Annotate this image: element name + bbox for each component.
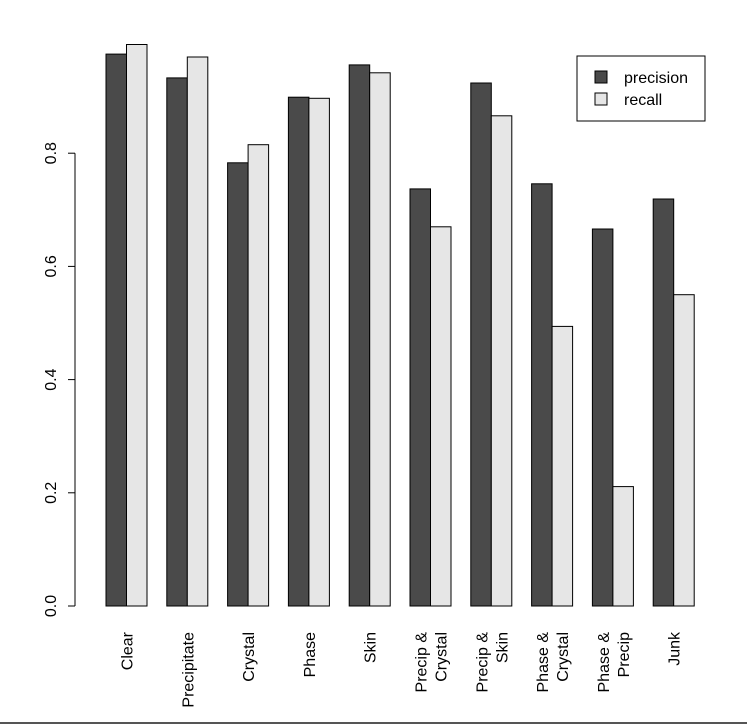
bar-recall	[126, 44, 148, 607]
bar-precision	[287, 96, 310, 607]
bar-recall	[551, 325, 574, 607]
y-tick-label: 0.0	[43, 595, 60, 617]
bar-recall	[308, 97, 330, 607]
x-tick-label: Phase	[302, 632, 319, 677]
legend-label-precision: precision	[624, 70, 688, 87]
bar-recall	[369, 72, 391, 607]
x-tick-label: Crystal	[434, 632, 451, 682]
bar-precision	[470, 82, 492, 607]
y-tick-label: 0.6	[43, 255, 60, 277]
bar-recall	[612, 486, 634, 607]
bars	[105, 44, 695, 607]
bar-recall	[430, 226, 452, 607]
bar-precision	[166, 77, 188, 607]
bar-precision	[409, 188, 431, 607]
x-tick-label: Crystal	[241, 632, 258, 682]
y-tick-label: 0.4	[43, 368, 60, 390]
x-tick-label: Phase &	[596, 632, 613, 693]
x-axis-labels: Clear Precipitate Crystal Phase Skin Precip &…	[120, 631, 684, 708]
x-tick-label: Precip &	[414, 632, 431, 693]
y-axis: 0.0 0.2 0.4 0.6 0.8	[43, 142, 76, 617]
x-tick-label: Precipitate	[180, 632, 197, 708]
bar-precision	[348, 64, 371, 607]
legend-box	[576, 55, 706, 122]
x-tick-label: Skin	[494, 632, 511, 663]
x-tick-label: Junk	[667, 631, 684, 666]
legend-swatch-precision	[594, 70, 608, 84]
bar-recall	[186, 56, 209, 607]
y-tick-label: 0.2	[43, 482, 60, 504]
bar-recall	[490, 115, 513, 607]
x-tick-label: Phase &	[535, 632, 552, 693]
legend-swatch-recall	[594, 92, 608, 106]
y-tick-label: 0.8	[43, 142, 60, 164]
legend: precision recall	[576, 55, 706, 122]
bar-precision	[105, 53, 127, 607]
bar-precision	[531, 183, 553, 607]
x-tick-label: Precip &	[474, 632, 491, 693]
bar-recall	[673, 294, 695, 607]
bar-precision	[227, 162, 249, 607]
x-tick-label: Precip	[616, 632, 633, 677]
x-tick-label: Crystal	[555, 632, 572, 682]
bottom-border	[0, 722, 747, 724]
bar-recall	[247, 144, 270, 607]
bar-precision	[591, 228, 614, 607]
x-tick-label: Clear	[120, 631, 137, 670]
bar-precision	[652, 198, 675, 607]
legend-label-recall: recall	[624, 92, 662, 109]
x-tick-label: Skin	[363, 632, 380, 663]
